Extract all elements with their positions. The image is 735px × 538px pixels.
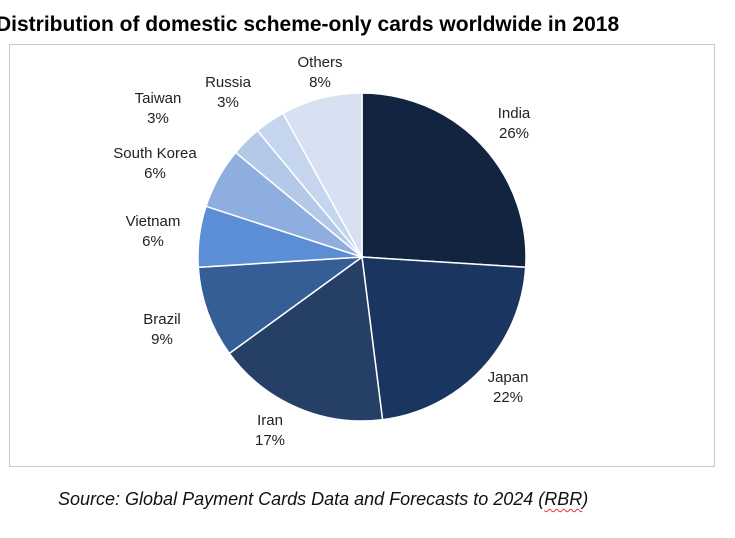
pie-slice-iran	[228, 255, 384, 422]
pie-slice-japan	[361, 256, 527, 421]
chart-frame	[9, 44, 715, 467]
slice-percent-label: 17%	[255, 432, 285, 449]
slice-label: Brazil	[143, 311, 181, 328]
slice-percent-label: 22%	[493, 389, 523, 406]
slice-percent-label: 8%	[309, 74, 331, 91]
slice-label: South Korea	[113, 145, 197, 162]
slice-percent-label: 3%	[147, 110, 169, 127]
source-prefix: Source: Global Payment Cards Data and Fo…	[58, 489, 545, 509]
slice-label: Iran	[257, 412, 283, 429]
slice-label: Vietnam	[126, 213, 181, 230]
chart-title: Distribution of domestic scheme-only car…	[0, 13, 620, 36]
slice-percent-label: 26%	[499, 125, 529, 142]
slice-label: Russia	[205, 74, 252, 91]
slice-label: India	[498, 105, 531, 122]
pie-labels: India 26% Japan 22% Iran 17% Brazil 9% Vietnam 6%…	[113, 54, 531, 449]
pie-slice-others	[281, 92, 363, 258]
source-note: Source: Global Payment Cards Data and Fo…	[58, 489, 588, 510]
slice-label: Taiwan	[135, 90, 182, 107]
source-publisher: RBR	[544, 489, 583, 509]
pie-slice-brazil	[197, 256, 365, 355]
slice-percent-label: 9%	[151, 331, 173, 348]
slice-percent-label: 6%	[144, 165, 166, 182]
pie-slices	[197, 92, 527, 422]
pie-slice-india	[361, 92, 527, 269]
slice-percent-label: 3%	[217, 94, 239, 111]
source-suffix: )	[582, 489, 589, 509]
slice-label: Others	[297, 54, 342, 71]
slice-label: Japan	[488, 369, 529, 386]
slice-percent-label: 6%	[142, 233, 164, 250]
